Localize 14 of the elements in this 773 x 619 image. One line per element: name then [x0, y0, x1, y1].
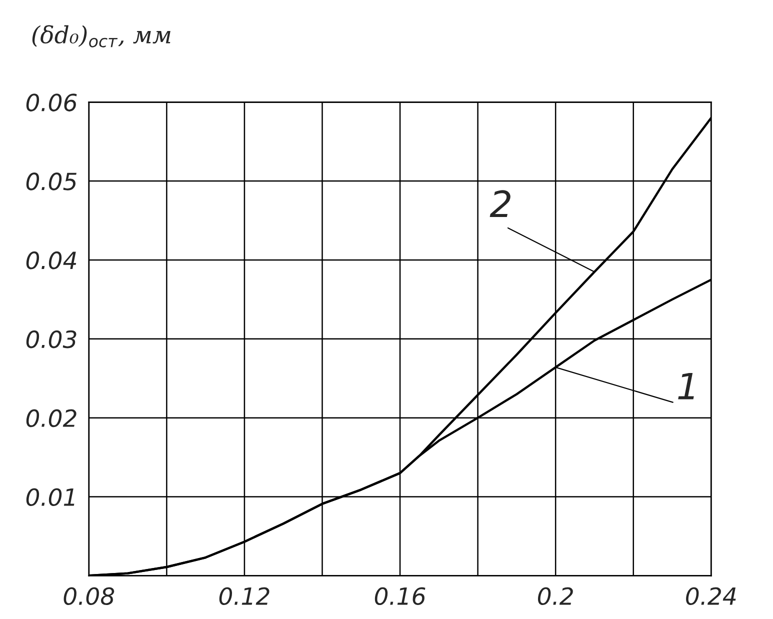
y-tick-label: 0.01 — [26, 488, 74, 506]
y-tick-label: 0.05 — [26, 172, 76, 190]
x-tick-label: 0.12 — [219, 587, 270, 606]
x-tick-label: 0.24 — [686, 587, 736, 606]
y-tick-label: 0.06 — [26, 94, 77, 112]
y-tick-label: 0.03 — [26, 330, 76, 348]
x-tick-label: 0.16 — [374, 587, 426, 606]
y-tick-label: 0.04 — [26, 251, 76, 270]
y-axis-title: (δd₀)$_{ост}$, мм — [32, 25, 170, 48]
annotation: 1 — [678, 372, 694, 400]
x-tick-label: 0.08 — [64, 587, 114, 606]
annotation: 2 — [490, 190, 510, 217]
x-tick-label: 0.2 — [538, 587, 573, 606]
y-tick-label: 0.02 — [26, 409, 76, 428]
